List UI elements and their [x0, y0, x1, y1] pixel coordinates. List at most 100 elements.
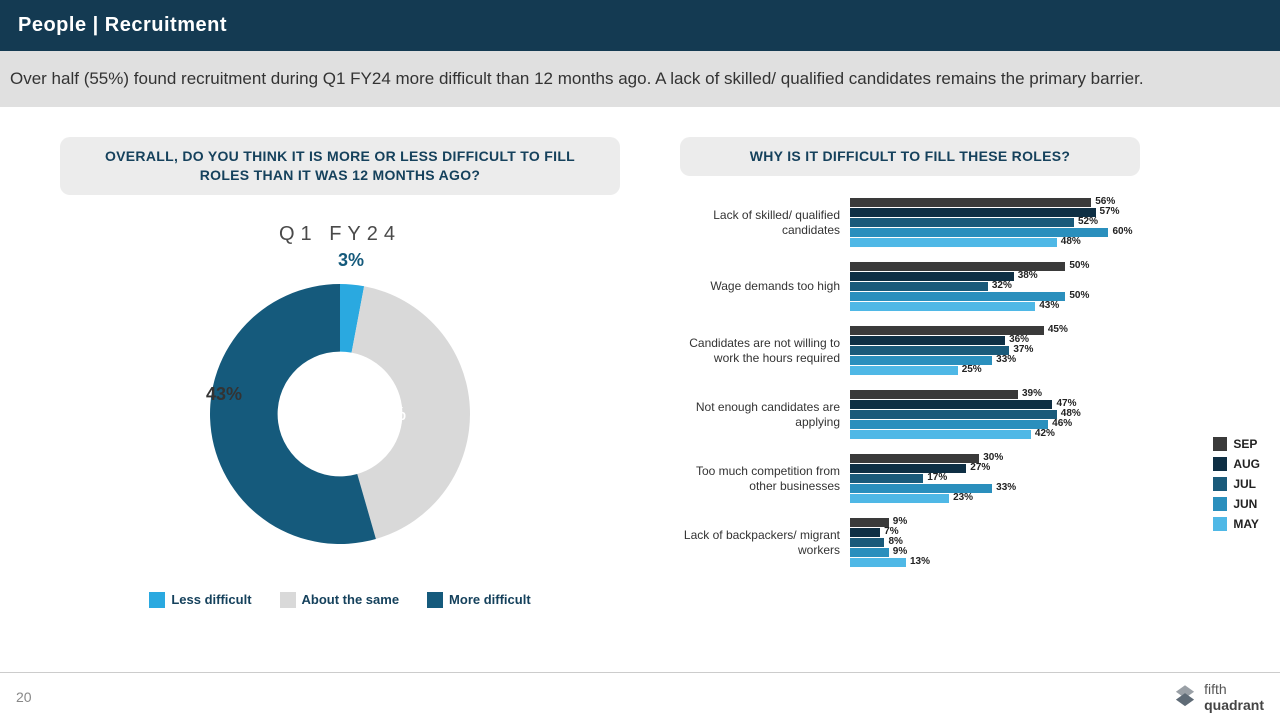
bar-category-row: Too much competition from other business… — [680, 454, 1220, 504]
bar-category-row: Not enough candidates are applying39%47%… — [680, 390, 1220, 440]
donut-legend-item: Less difficult — [149, 592, 251, 608]
bar: 9% — [850, 518, 889, 527]
bar-category-label: Too much competition from other business… — [680, 464, 850, 494]
bar: 17% — [850, 474, 923, 483]
donut-svg — [180, 254, 500, 574]
brand-logo-icon — [1172, 684, 1198, 710]
bar-value-label: 33% — [996, 354, 1016, 365]
bar-category-row: Candidates are not willing to work the h… — [680, 326, 1220, 376]
bar-legend-item: SEP — [1213, 437, 1260, 451]
donut-legend-item: About the same — [280, 592, 400, 608]
bar: 9% — [850, 548, 889, 557]
bar: 8% — [850, 538, 884, 547]
bar-group: 9%7%8%9%13% — [850, 518, 1220, 568]
bar-value-label: 27% — [970, 462, 990, 473]
bar: 23% — [850, 494, 949, 503]
bar: 7% — [850, 528, 880, 537]
bar-value-label: 45% — [1048, 324, 1068, 335]
brand-logo: fifth quadrant — [1172, 681, 1264, 713]
legend-label: More difficult — [449, 592, 531, 607]
bar-value-label: 25% — [962, 364, 982, 375]
bar-title: WHY IS IT DIFFICULT TO FILL THESE ROLES? — [680, 137, 1140, 176]
legend-swatch — [427, 592, 443, 608]
bar-legend-item: MAY — [1213, 517, 1260, 531]
slide-subheader: Over half (55%) found recruitment during… — [0, 51, 1280, 107]
bar: 13% — [850, 558, 906, 567]
bar-value-label: 23% — [953, 492, 973, 503]
bar: 56% — [850, 198, 1091, 207]
bar-legend-item: JUL — [1213, 477, 1260, 491]
bar-category-row: Lack of skilled/ qualified candidates56%… — [680, 198, 1220, 248]
bar: 32% — [850, 282, 988, 291]
donut-subtitle: Q1 FY24 — [60, 223, 620, 246]
bar: 43% — [850, 302, 1035, 311]
legend-swatch — [280, 592, 296, 608]
bar: 27% — [850, 464, 966, 473]
bar-value-label: 50% — [1069, 260, 1089, 271]
legend-label: JUL — [1233, 477, 1256, 491]
legend-label: About the same — [302, 592, 400, 607]
donut-legend-item: More difficult — [427, 592, 531, 608]
bar-value-label: 52% — [1078, 216, 1098, 227]
bar-value-label: 39% — [1022, 388, 1042, 399]
bar-value-label: 60% — [1112, 226, 1132, 237]
donut-chart: 3%43%55% — [180, 254, 500, 574]
legend-label: MAY — [1233, 517, 1259, 531]
bar-legend-item: JUN — [1213, 497, 1260, 511]
bar-value-label: 46% — [1052, 418, 1072, 429]
footer: 20 fifth quadrant — [0, 672, 1280, 720]
donut-value-label: 3% — [338, 250, 364, 271]
bar-category-row: Wage demands too high50%38%32%50%43% — [680, 262, 1220, 312]
bar-group: 56%57%52%60%48% — [850, 198, 1220, 248]
bar-value-label: 50% — [1069, 290, 1089, 301]
brand-light: fifth — [1204, 681, 1227, 697]
slide-header: People | Recruitment — [0, 0, 1280, 51]
bar: 46% — [850, 420, 1048, 429]
bar-legend: SEP AUG JUL JUN MAY — [1213, 437, 1260, 537]
legend-swatch — [1213, 477, 1227, 491]
bar-group: 39%47%48%46%42% — [850, 390, 1220, 440]
bar-value-label: 38% — [1018, 270, 1038, 281]
donut-title: OVERALL, DO YOU THINK IT IS MORE OR LESS… — [60, 137, 620, 195]
slide-title: People | Recruitment — [18, 14, 227, 36]
bar-category-label: Lack of backpackers/ migrant workers — [680, 528, 850, 558]
bar: 36% — [850, 336, 1005, 345]
bar: 52% — [850, 218, 1074, 227]
bar-group: 50% 38% 32% 50% 43% — [850, 262, 1220, 312]
legend-swatch — [1213, 457, 1227, 471]
bar: 57% — [850, 208, 1096, 217]
legend-swatch — [1213, 437, 1227, 451]
bar: 25% — [850, 366, 958, 375]
bar-column: WHY IS IT DIFFICULT TO FILL THESE ROLES?… — [680, 137, 1220, 608]
content-row: OVERALL, DO YOU THINK IT IS MORE OR LESS… — [0, 107, 1280, 608]
bar: 42% — [850, 430, 1031, 439]
bar-value-label: 33% — [996, 482, 1016, 493]
bar-value-label: 43% — [1039, 300, 1059, 311]
legend-swatch — [149, 592, 165, 608]
bar-value-label: 42% — [1035, 428, 1055, 439]
legend-label: SEP — [1233, 437, 1257, 451]
bar-value-label: 9% — [893, 546, 907, 557]
legend-swatch — [1213, 517, 1227, 531]
bar-value-label: 13% — [910, 556, 930, 567]
legend-label: AUG — [1233, 457, 1260, 471]
bar: 37% — [850, 346, 1009, 355]
page-number: 20 — [16, 689, 32, 705]
bar: 48% — [850, 410, 1057, 419]
donut-value-label: 55% — [370, 404, 406, 425]
bar: 39% — [850, 390, 1018, 399]
legend-label: JUN — [1233, 497, 1257, 511]
bar-group: 30%27%17%33%23% — [850, 454, 1220, 504]
bar-value-label: 48% — [1061, 236, 1081, 247]
bar-category-row: Lack of backpackers/ migrant workers9%7%… — [680, 518, 1220, 568]
slide: People | Recruitment Over half (55%) fou… — [0, 0, 1280, 720]
bar-category-label: Lack of skilled/ qualified candidates — [680, 208, 850, 238]
bar-legend-item: AUG — [1213, 457, 1260, 471]
subheader-text: Over half (55%) found recruitment during… — [10, 69, 1144, 88]
bar: 48% — [850, 238, 1057, 247]
bar-group: 45% 36%37%33% 25% — [850, 326, 1220, 376]
bar-value-label: 57% — [1100, 206, 1120, 217]
brand-bold: quadrant — [1204, 697, 1264, 713]
donut-column: OVERALL, DO YOU THINK IT IS MORE OR LESS… — [60, 137, 620, 608]
donut-legend: Less difficult About the same More difficu… — [60, 592, 620, 608]
